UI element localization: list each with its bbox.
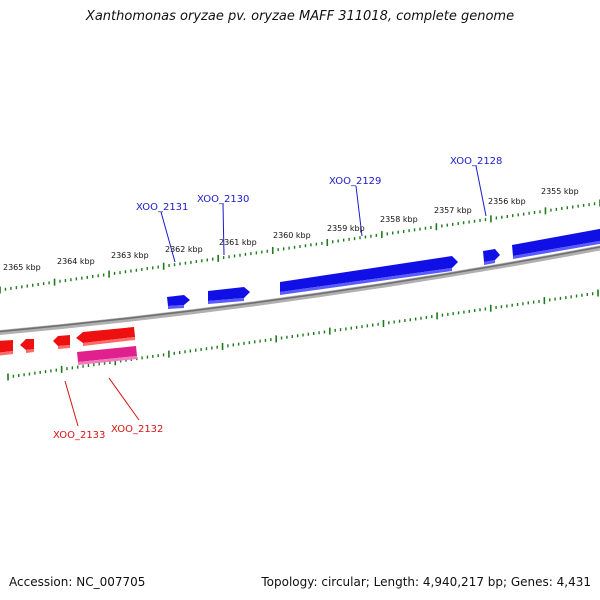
gene-label-xoo-2132[interactable]: XOO_2132 [111,424,163,435]
forward-genes [167,228,600,309]
gene-block-xoo-2132-shadow [78,356,137,365]
gene-label-xoo-2128[interactable]: XOO_2128 [450,156,502,167]
tick-label: 2361 kbp [219,238,257,247]
tick-labels: 2355 kbp 2356 kbp 2357 kbp 2358 kbp 2359… [3,187,579,272]
gene-arrow-xoo-2130-shadow [208,298,244,304]
gene-arrow-xoo-2128-shadow [484,260,495,265]
leader-xoo-2128 [475,165,487,217]
tick-label: 2357 kbp [434,206,472,215]
leader-xoo-2131 [160,211,176,263]
gene-arrow-left-2-shadow [26,349,34,353]
gene-labels: XOO_2128 XOO_2129 XOO_2130 XOO_2131 XOO_… [53,156,502,441]
genome-backbone [0,245,600,336]
tick-label: 2365 kbp [3,263,41,272]
inner-tick-track [7,289,599,381]
tick-label: 2363 kbp [111,251,149,260]
gene-label-xoo-2133[interactable]: XOO_2133 [53,430,105,441]
gene-arrow-xoo-2128[interactable] [483,249,500,262]
tick-label: 2359 kbp [327,224,365,233]
outer-tick-track [0,199,600,294]
gene-arrow-xoo-2133-shadow [83,337,135,346]
tick-label: 2362 kbp [165,245,203,254]
tick-label: 2358 kbp [380,215,418,224]
leader-xoo-2129 [355,185,363,237]
gene-arrow-left-2[interactable] [20,339,34,350]
gene-arrow-xoo-2131[interactable] [167,295,190,306]
gene-label-xoo-2130[interactable]: XOO_2130 [197,194,249,205]
tick-label: 2360 kbp [273,231,311,240]
gene-arrow-xoo-2129[interactable] [280,256,458,292]
gene-block-xoo-2132[interactable] [77,346,137,362]
label-leaders [64,165,487,427]
leader-xoo-2132 [108,377,140,421]
genome-backbone-line [0,246,600,333]
map-title: Xanthomonas oryzae pv. oryzae MAFF 31101… [85,9,515,24]
gene-arrow-left-3-shadow [58,345,70,349]
gene-arrow-xoo-2133[interactable] [76,327,135,343]
gene-arrow-xoo-2127[interactable] [512,228,600,256]
genome-summary-text: Topology: circular; Length: 4,940,217 bp… [261,575,591,589]
gene-label-xoo-2129[interactable]: XOO_2129 [329,176,381,187]
gene-arrow-xoo-2129-shadow [280,268,452,295]
leader-xoo-2133 [64,380,79,427]
gene-arrow-xoo-2127-shadow [513,240,600,259]
gene-arrow-left-1[interactable] [0,340,13,353]
tick-label: 2356 kbp [488,197,526,206]
gene-arrow-xoo-2131-shadow [168,305,184,309]
gene-arrow-left-3[interactable] [53,335,70,346]
gene-arrow-xoo-2130[interactable] [208,287,250,301]
leader-xoo-2130 [222,203,225,256]
accession-text: Accession: NC_007705 [9,575,146,589]
gene-arrow-left-1-shadow [0,351,13,356]
reverse-genes [0,327,137,365]
tick-label: 2355 kbp [541,187,579,196]
tick-label: 2364 kbp [57,257,95,266]
gene-label-xoo-2131[interactable]: XOO_2131 [136,202,188,213]
